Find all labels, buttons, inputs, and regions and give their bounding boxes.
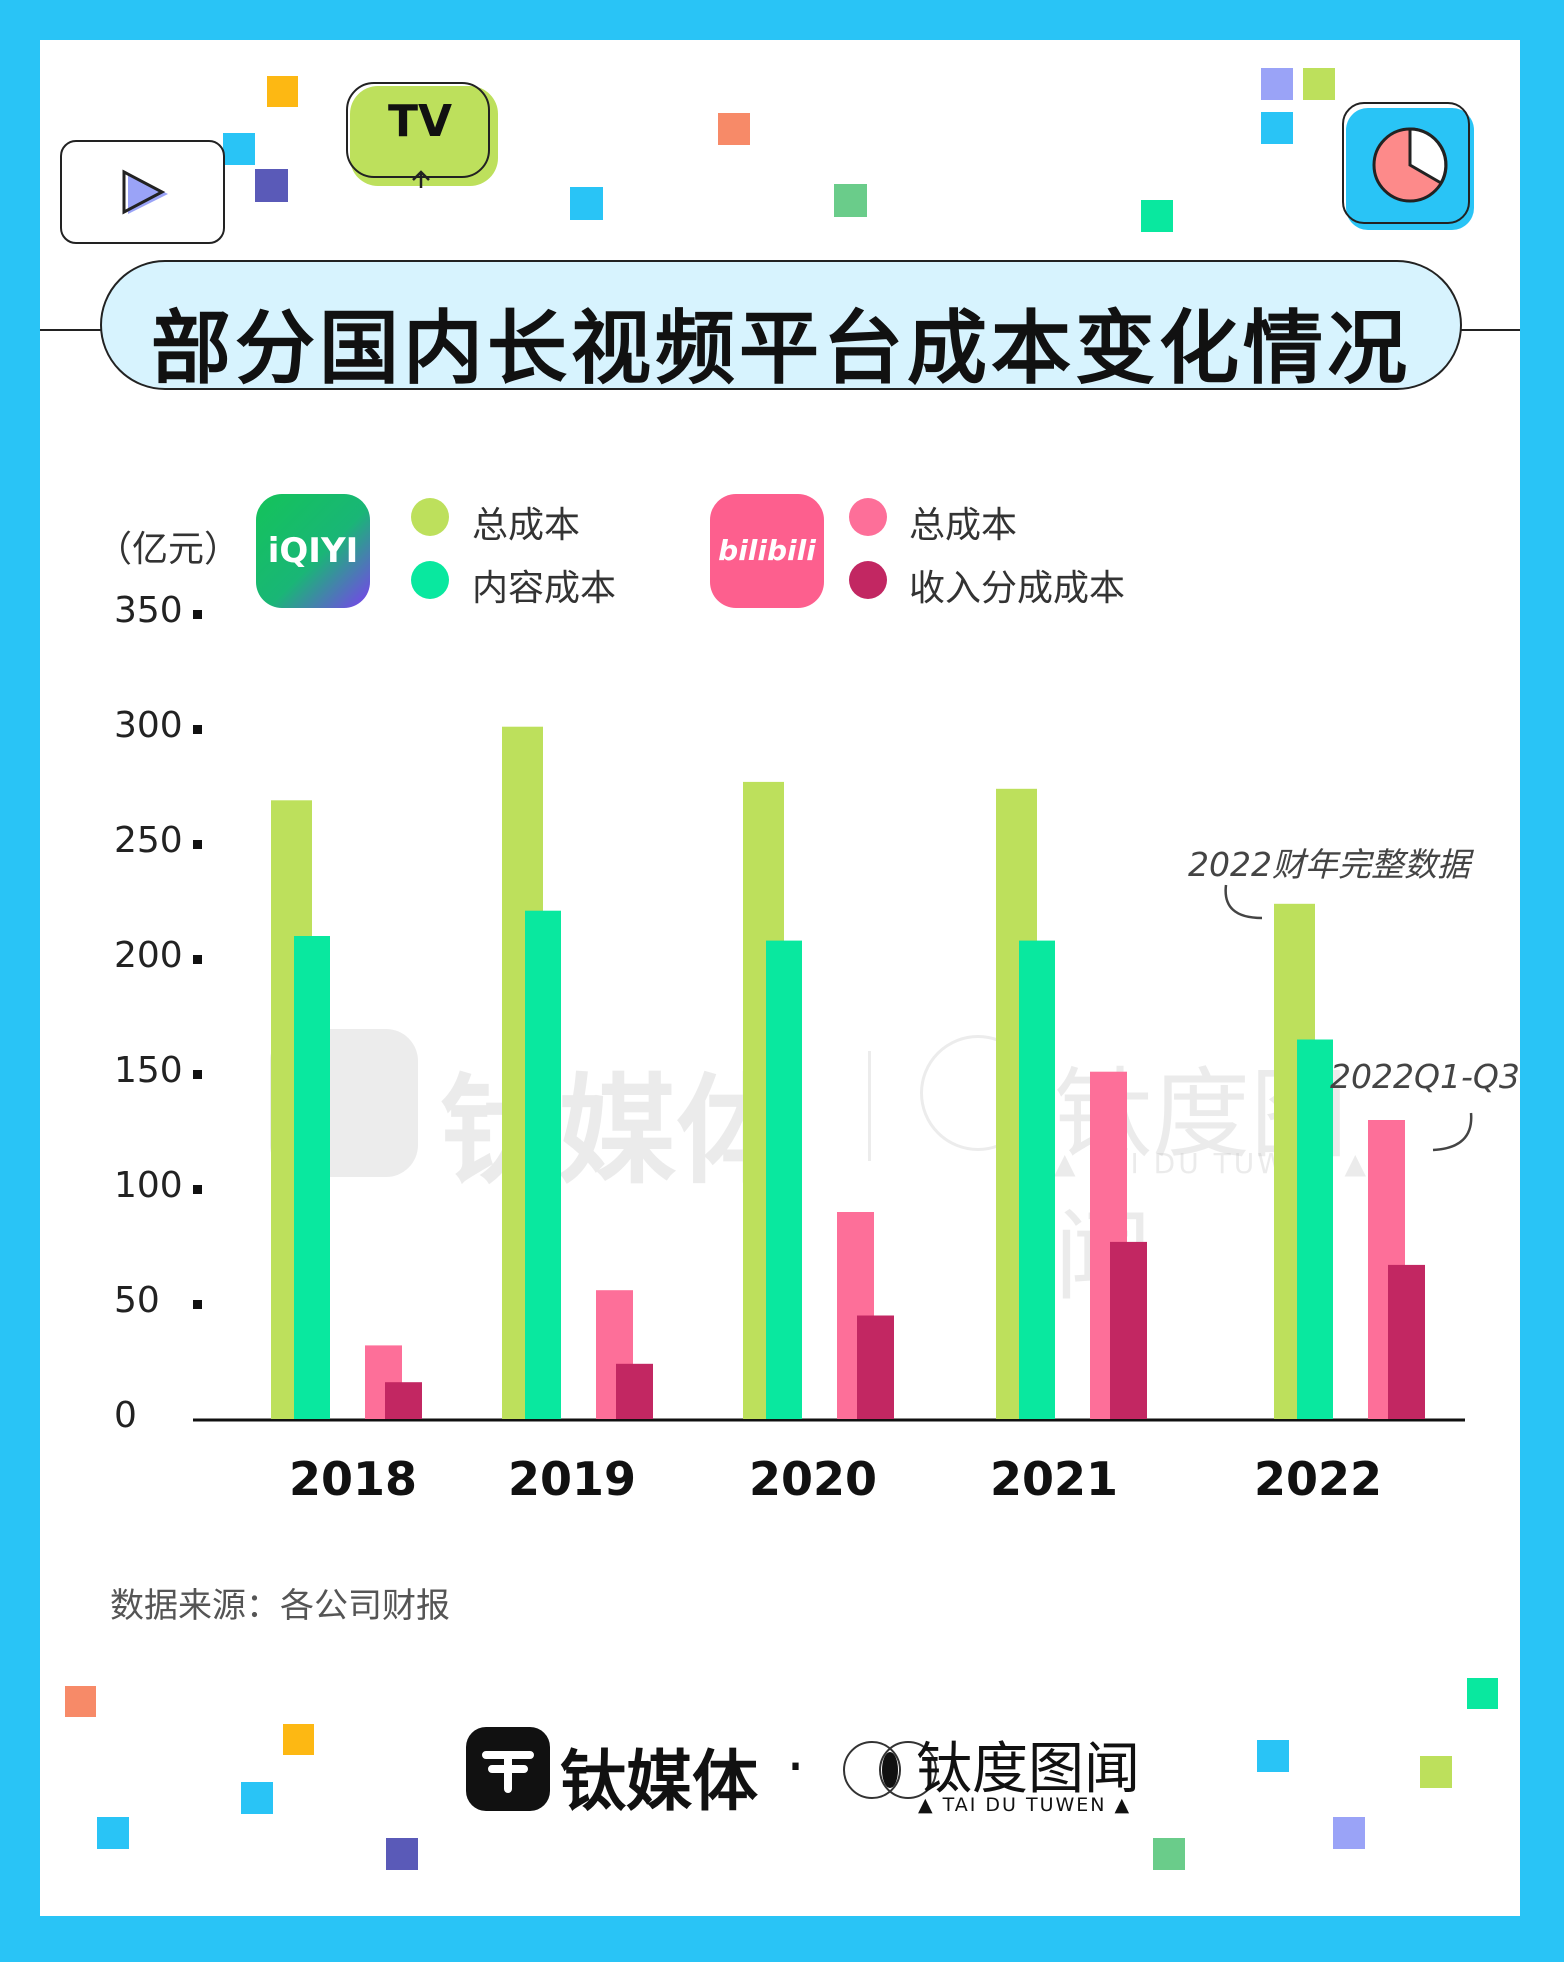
annotation-q1q3: 2022Q1-Q3 (1330, 1057, 1520, 1096)
deco-square (97, 1817, 129, 1849)
deco-square (1303, 68, 1335, 100)
x-tick-label: 2021 (989, 1452, 1119, 1506)
deco-square (223, 133, 255, 165)
y-tick-mark (193, 955, 202, 964)
x-tick-label: 2019 (507, 1452, 637, 1506)
y-tick-mark (193, 1300, 202, 1309)
brand-tdtw-en: ▲ TAI DU TUWEN ▲ (918, 1794, 1132, 1816)
bar-iqiyi-1-2019 (525, 910, 561, 1419)
y-tick-label: 50 (114, 1280, 160, 1321)
deco-square (65, 1686, 96, 1717)
bilibili-logo: bilibili (710, 494, 824, 608)
deco-square (241, 1782, 273, 1814)
y-tick-label: 300 (114, 705, 183, 746)
y-tick-label: 100 (114, 1165, 183, 1206)
deco-square (1420, 1756, 1452, 1788)
tv-label: TV (387, 96, 453, 147)
deco-square (1153, 1838, 1185, 1870)
brand-separator: · (786, 1732, 806, 1802)
bar-bilibili-3-2018 (385, 1382, 422, 1419)
deco-square (255, 169, 288, 202)
legend-dot-bili-total (849, 498, 887, 536)
tv-icon: TV (346, 82, 500, 188)
deco-square (1467, 1678, 1498, 1709)
tmt-icon (482, 1751, 534, 1793)
legend-label-bili-revshare: 收入分成成本 (909, 568, 1126, 609)
bar-iqiyi-1-2022 (1297, 1039, 1333, 1419)
bar-bilibili-3-2021 (1110, 1241, 1147, 1419)
y-tick-label: 350 (114, 590, 183, 631)
deco-square (283, 1724, 314, 1755)
bar-iqiyi-1-2018 (294, 936, 330, 1419)
x-tick-label: 2022 (1253, 1452, 1383, 1506)
brand-tdtw: 钛度图闻 (916, 1737, 1140, 1802)
bar-iqiyi-1-2021 (1019, 940, 1055, 1419)
legend-label-iqiyi-content: 内容成本 (472, 568, 617, 609)
deco-square (718, 113, 750, 145)
legend-dot-bili-revshare (849, 561, 887, 599)
deco-square (834, 184, 867, 217)
y-tick-mark (193, 1185, 202, 1194)
bar-bilibili-3-2020 (857, 1315, 894, 1419)
iqiyi-logo: iQIYI (256, 494, 370, 608)
bar-bilibili-3-2019 (616, 1363, 653, 1419)
title-rule-left (40, 329, 102, 331)
annotation-full-year: 2022财年完整数据 (1188, 845, 1470, 884)
brand-tmt: 钛媒体 (560, 1743, 758, 1820)
y-tick-mark (193, 725, 202, 734)
title-rule-right (1460, 329, 1520, 331)
page-title: 部分国内长视频平台成本变化情况 (151, 302, 1411, 395)
legend-dot-iqiyi-content (411, 561, 449, 599)
y-tick-mark (193, 1070, 202, 1079)
y-tick-label: 250 (114, 820, 183, 861)
deco-square (1333, 1817, 1365, 1849)
bar-iqiyi-1-2020 (766, 940, 802, 1419)
deco-square (1261, 68, 1293, 100)
y-tick-label: 150 (114, 1050, 183, 1091)
x-tick-label: 2018 (288, 1452, 418, 1506)
deco-square (386, 1838, 418, 1870)
x-tick-label: 2020 (748, 1452, 878, 1506)
y-unit-label: （亿元） (96, 529, 241, 570)
legend-label-bili-total: 总成本 (909, 505, 1018, 546)
data-source: 数据来源：各公司财报 (110, 1586, 450, 1626)
y-tick-mark (193, 610, 202, 619)
deco-square (1261, 112, 1293, 144)
brand-tmt-logo (466, 1727, 550, 1811)
bar-bilibili-3-2022 (1388, 1264, 1425, 1419)
y-tick-mark (193, 840, 202, 849)
legend-label-iqiyi-total: 总成本 (472, 505, 581, 546)
deco-square (570, 187, 603, 220)
y-tick-label: 200 (114, 935, 183, 976)
deco-square (1141, 200, 1173, 232)
play-icon (60, 140, 225, 244)
deco-square (267, 76, 298, 107)
y-tick-label: 0 (114, 1395, 137, 1436)
pie-chart-icon (1342, 102, 1477, 232)
legend-dot-iqiyi-total (411, 498, 449, 536)
deco-square (1257, 1740, 1289, 1772)
title-banner: 部分国内长视频平台成本变化情况 (100, 260, 1462, 395)
brand-tdtw-icon (840, 1720, 940, 1820)
watermark-tmt: 钛媒体 (440, 1062, 795, 1200)
